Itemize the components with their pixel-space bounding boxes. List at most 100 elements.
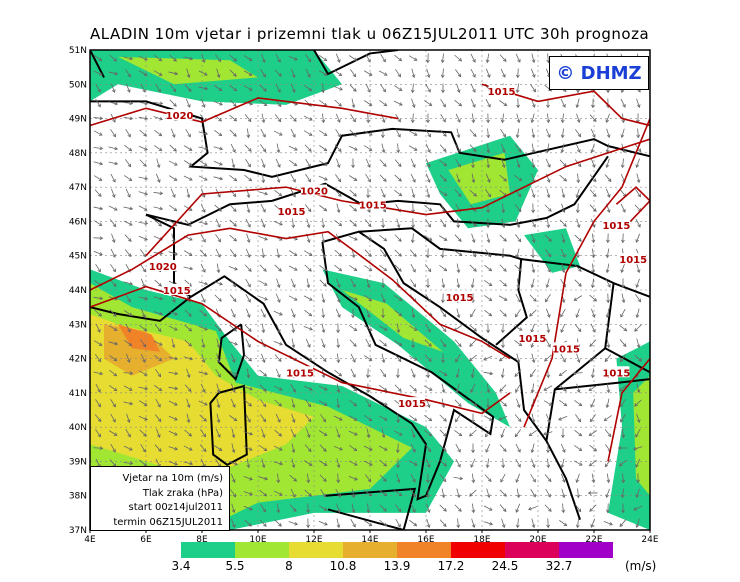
wind-arrow-head [563, 223, 567, 227]
wind-arrow-head [174, 356, 179, 361]
wind-arrow [558, 369, 567, 377]
wind-arrow [289, 159, 298, 167]
wind-arrow [348, 145, 358, 151]
wind-arrow-shaft [393, 430, 403, 436]
wind-arrow-head [607, 283, 611, 288]
wind-arrow-shaft [379, 174, 387, 182]
wind-arrow-head [515, 524, 520, 529]
wind-arrow-head [323, 162, 328, 166]
wind-arrow [531, 203, 535, 214]
wind-arrow-shaft [273, 310, 283, 316]
wind-arrow-head [159, 311, 164, 316]
wind-arrow [588, 430, 597, 436]
wind-arrow-shaft [515, 503, 521, 513]
wind-arrow-head [353, 387, 358, 392]
wind-arrow-head [458, 193, 462, 197]
wind-arrow-shaft [304, 414, 312, 422]
wind-arrow-head [351, 164, 355, 169]
wind-arrow [244, 114, 252, 123]
wind-arrow-shaft [364, 474, 372, 482]
border-line [145, 155, 609, 226]
wind-arrow-shaft [622, 473, 624, 483]
wind-arrow-head [471, 509, 476, 514]
wind-arrow [635, 308, 640, 319]
wind-arrow [590, 398, 596, 408]
wind-arrow-shaft [499, 100, 507, 106]
wind-arrow-shaft [410, 158, 416, 168]
wind-arrow-shaft [303, 250, 313, 256]
wind-arrow-shaft [276, 248, 280, 258]
wind-arrow-shaft [426, 188, 430, 198]
wind-arrow [516, 158, 521, 169]
wind-arrow-shaft [530, 218, 536, 228]
wind-arrow [530, 84, 536, 93]
wind-arrow-shaft [366, 428, 370, 438]
wind-arrow [95, 383, 101, 393]
wind-arrow-shaft [168, 415, 178, 421]
wind-arrow-shaft [366, 308, 370, 318]
wind-arrow-head [291, 404, 296, 409]
wind-arrow [424, 100, 433, 107]
wind-arrow-head [143, 462, 148, 467]
wind-arrow-head [144, 296, 149, 301]
wind-arrow-shaft [140, 339, 146, 347]
wind-arrow [499, 309, 507, 317]
wind-arrow [290, 173, 296, 183]
wind-arrow [366, 113, 371, 124]
wind-arrow [531, 53, 536, 64]
wind-arrow-head [397, 523, 401, 528]
wind-arrow [231, 503, 236, 514]
wind-arrow [426, 113, 430, 124]
wind-arrow-shaft [456, 278, 460, 288]
wind-arrow-shaft [229, 114, 237, 122]
wind-arrow-head [278, 358, 282, 362]
wind-arrow [349, 55, 358, 61]
wind-arrow-head [413, 147, 418, 151]
wind-arrow [349, 84, 357, 92]
wind-arrow-shaft [560, 98, 566, 108]
wind-arrow-head [501, 224, 506, 229]
wind-arrow-shaft [273, 445, 283, 451]
wind-arrow-head [143, 327, 148, 331]
wind-arrow-head [292, 508, 297, 512]
wind-arrow-head [427, 464, 431, 468]
wind-arrow-head [502, 508, 507, 513]
wind-arrow-shaft [531, 383, 535, 393]
wind-arrow-shaft [408, 460, 418, 466]
wind-arrow-head [530, 389, 535, 394]
wind-arrow [306, 518, 310, 529]
wind-arrow-head [278, 447, 283, 451]
wind-arrow-shaft [499, 189, 507, 197]
wind-arrow-shaft [109, 219, 117, 227]
wind-arrow-head [234, 266, 238, 271]
wind-arrow-shaft [259, 84, 267, 92]
wind-arrow-shaft [380, 188, 386, 198]
wind-arrow [335, 308, 341, 318]
wind-arrow-shaft [486, 488, 490, 498]
wind-arrow-shaft [291, 413, 295, 423]
wind-arrow [425, 293, 431, 303]
wind-arrow [261, 173, 266, 184]
wind-arrow [259, 519, 267, 527]
wind-arrow-shaft [499, 444, 507, 452]
wind-arrow-head [232, 314, 236, 318]
wind-arrow-shaft [292, 218, 294, 228]
wind-arrow-shaft [469, 354, 477, 362]
wind-arrow-shaft [215, 458, 221, 468]
wind-arrow-shaft [439, 264, 447, 272]
wind-arrow-shaft [378, 325, 388, 331]
wind-arrow [273, 490, 283, 496]
wind-arrow-shaft [229, 219, 237, 227]
wind-arrow-head [397, 163, 402, 168]
wind-arrow [573, 460, 583, 466]
wind-arrow-shaft [589, 174, 597, 182]
wind-arrow-head [246, 239, 251, 244]
wind-arrow [168, 251, 179, 256]
wind-arrow-head [174, 417, 178, 421]
wind-arrow [484, 429, 491, 438]
wind-arrow-head [547, 253, 552, 258]
wind-arrow-head [336, 329, 340, 334]
wind-arrow-head [456, 179, 461, 184]
wind-arrow [303, 385, 313, 391]
wind-arrow [304, 264, 312, 272]
